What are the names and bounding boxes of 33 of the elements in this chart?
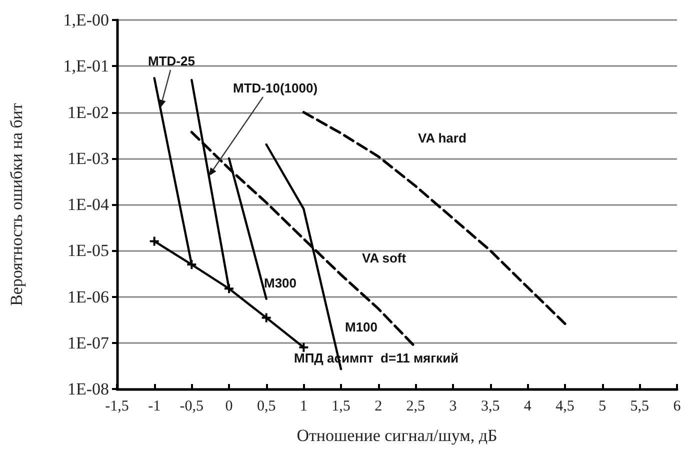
x-tick-label: -1 [148,398,161,414]
x-tick-label: 1 [300,398,308,414]
y-tick-label: 1,E-01 [63,56,109,76]
text: MTD-10(1000) [233,80,318,96]
y-tick-label: 1,E-00 [63,10,109,30]
text: VA hard [418,130,466,146]
x-tick-label: 6 [673,398,682,414]
series-label: VA soft [362,250,407,266]
y-tick-label: 1E-04 [67,195,110,214]
x-tick-label: -0,5 [180,398,204,414]
y-tick-label: 1E-02 [67,102,109,122]
series-label: MTD-25 [148,54,195,68]
y-tick-label: 1E-03 [67,148,109,168]
series-label: M300 [264,276,297,290]
x-axis-title: Отношение сигнал/шум, дБ [296,426,498,445]
x-tick-label: 0 [225,398,233,414]
y-tick-label: 1E-07 [67,333,110,352]
x-tick-label: 0,5 [256,398,276,414]
x-tick-label: 3 [449,398,457,414]
y-axis-title: Вероятность ошибки на бит [7,102,26,306]
y-tick-label: 1E-06 [67,287,109,306]
y-tick-label: 1E-08 [67,380,109,398]
x-tick-label: 4 [524,398,532,414]
x-tick-label: 5 [598,398,606,414]
x-tick-label: -1,5 [105,398,129,414]
x-tick-label: 2,5 [406,398,426,414]
x-tick-label: 5,5 [630,398,650,414]
x-tick-label: 2 [374,398,382,414]
x-tick-label: 4,5 [556,398,574,414]
x-tick-label: 1,5 [332,398,350,414]
series-label: M100 [345,320,378,334]
x-tick-label: 3,5 [480,398,500,414]
y-tick-label: 1E-05 [67,241,109,260]
